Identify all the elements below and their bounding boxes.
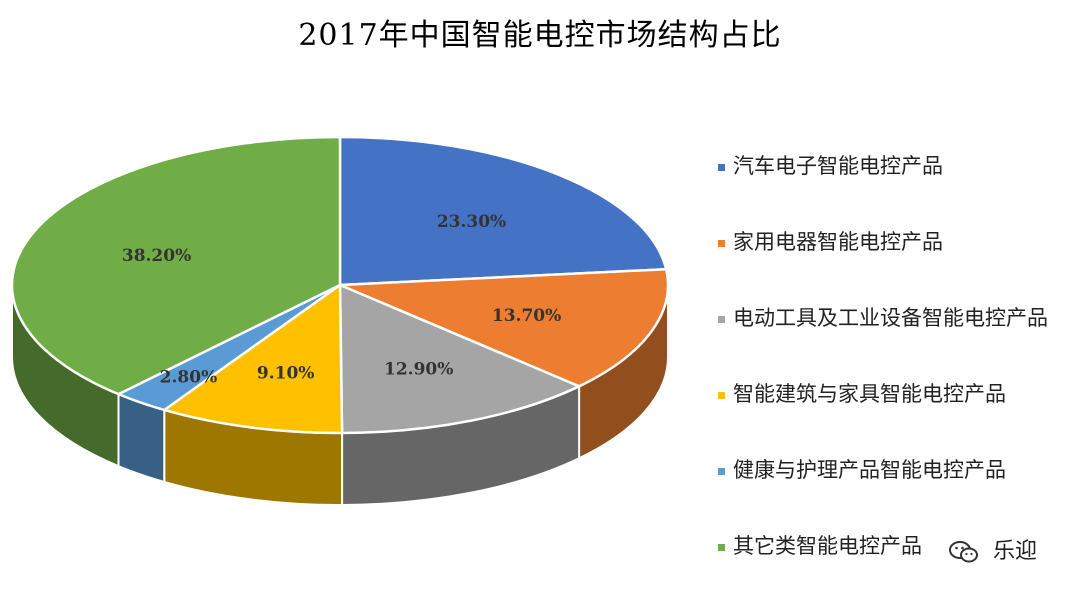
data-label-6: 38.20%: [122, 246, 191, 266]
watermark: 乐迎: [948, 533, 1037, 565]
legend-swatch: [718, 164, 725, 171]
pie-slice-2: [338, 267, 670, 388]
pie-slice-6: [10, 135, 342, 396]
pie-slice-3: [338, 283, 581, 435]
legend-swatch: [718, 240, 725, 247]
legend-swatch: [718, 316, 725, 323]
data-label-2: 13.70%: [492, 306, 561, 326]
legend-swatch: [718, 468, 725, 475]
legend-label: 电动工具及工业设备智能电控产品: [733, 306, 1048, 330]
pie-slice-4: [162, 283, 344, 435]
chart-title: 2017年中国智能电控市场结构占比: [298, 18, 782, 53]
legend-label: 汽车电子智能电控产品: [733, 154, 943, 178]
pie-slice-1: [338, 135, 668, 287]
legend-item-5: 健康与护理产品智能电控产品: [718, 454, 1006, 484]
legend-item-4: 智能建筑与家具智能电控产品: [718, 378, 1006, 408]
data-label-1: 23.30%: [437, 212, 506, 232]
legend-item-2: 家用电器智能电控产品: [718, 226, 943, 256]
legend-label: 智能建筑与家具智能电控产品: [733, 382, 1006, 406]
data-label-3: 12.90%: [384, 359, 453, 379]
legend-item-1: 汽车电子智能电控产品: [718, 150, 943, 180]
legend-swatch: [718, 544, 725, 551]
legend-label: 家用电器智能电控产品: [733, 230, 943, 254]
wechat-icon: [948, 540, 980, 564]
watermark-text: 乐迎: [993, 539, 1038, 564]
legend-label: 健康与护理产品智能电控产品: [733, 458, 1006, 482]
legend-item-3: 电动工具及工业设备智能电控产品: [718, 302, 1048, 332]
legend-item-6: 其它类智能电控产品: [718, 530, 922, 560]
data-label-4: 9.10%: [257, 363, 315, 383]
legend-label: 其它类智能电控产品: [733, 534, 922, 558]
data-label-5: 2.80%: [160, 367, 218, 387]
legend-swatch: [718, 392, 725, 399]
